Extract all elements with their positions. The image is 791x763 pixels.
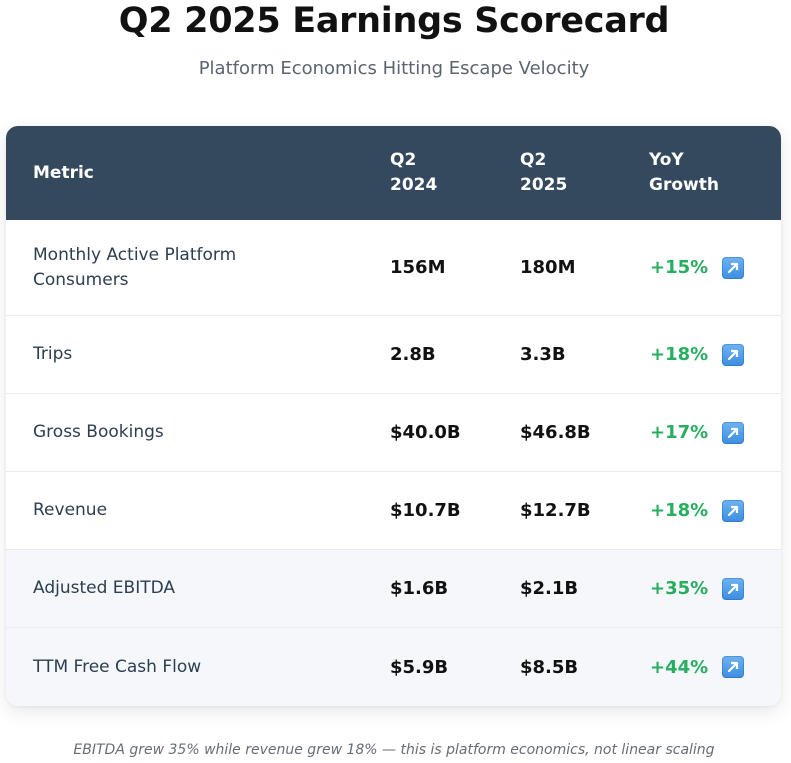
column-header-q2-2025: Q2 2025 xyxy=(520,126,630,220)
column-header-q2-2025-line1: Q2 xyxy=(520,150,547,170)
up-right-arrow-icon xyxy=(722,499,745,522)
metric-cell: Adjusted EBITDA xyxy=(33,550,353,627)
column-header-q2-2024-line2: 2024 xyxy=(390,175,438,195)
q2-2024-value: $10.7B xyxy=(390,500,461,521)
q2-2024-value: $5.9B xyxy=(390,656,449,678)
table-row: Monthly Active Platform Consumers 156M 1… xyxy=(6,220,781,316)
metric-cell: Monthly Active Platform Consumers xyxy=(33,220,353,315)
q2-2025-value: $2.1B xyxy=(520,578,579,599)
metric-cell: Gross Bookings xyxy=(33,394,353,471)
metric-cell: Revenue xyxy=(33,472,353,549)
table-row-highlighted: TTM Free Cash Flow $5.9B $8.5B +44% xyxy=(6,628,781,706)
yoy-growth-cell: +17% xyxy=(650,394,770,471)
table-header-row: Metric Q2 2024 Q2 2025 YoY Growth xyxy=(6,126,781,220)
column-header-q2-2025-line2: 2025 xyxy=(520,175,568,195)
up-right-arrow-icon xyxy=(722,577,745,600)
yoy-growth-cell: +44% xyxy=(650,628,770,706)
up-right-arrow-icon xyxy=(722,256,745,279)
metric-label: Revenue xyxy=(33,500,108,520)
metric-label: Adjusted EBITDA xyxy=(33,578,176,598)
footnote: EBITDA grew 35% while revenue grew 18% —… xyxy=(73,742,715,758)
up-right-arrow-icon xyxy=(722,656,745,678)
table-row: Trips 2.8B 3.3B +18% xyxy=(6,316,781,394)
q2-2024-value: 156M xyxy=(390,257,446,278)
column-header-yoy-line1: YoY xyxy=(649,150,684,170)
table-row: Revenue $10.7B $12.7B +18% xyxy=(6,472,781,550)
q2-2025-value: $8.5B xyxy=(520,656,579,678)
metric-cell: TTM Free Cash Flow xyxy=(33,628,353,706)
q2-2024-value: $40.0B xyxy=(390,422,461,443)
metric-cell: Trips xyxy=(33,316,353,393)
page-title: Q2 2025 Earnings Scorecard xyxy=(118,1,670,41)
q2-2024-value: 2.8B xyxy=(390,344,436,365)
metric-label-line1: Monthly Active Platform xyxy=(33,244,237,265)
yoy-growth-value: +35% xyxy=(650,578,709,599)
page-subtitle: Platform Economics Hitting Escape Veloci… xyxy=(198,58,590,79)
up-right-arrow-icon xyxy=(722,343,745,366)
yoy-growth-value: +18% xyxy=(650,500,709,521)
column-header-metric-label: Metric xyxy=(33,162,94,183)
up-right-arrow-icon xyxy=(722,421,745,444)
q2-2025-value: $46.8B xyxy=(520,422,591,443)
column-header-q2-2024: Q2 2024 xyxy=(390,126,500,220)
yoy-growth-value: +15% xyxy=(650,257,709,278)
q2-2025-value: 180M xyxy=(520,257,576,278)
metric-label: Gross Bookings xyxy=(33,422,164,442)
yoy-growth-value: +18% xyxy=(650,344,709,365)
metric-label: TTM Free Cash Flow xyxy=(33,656,202,677)
scorecard-table: Metric Q2 2024 Q2 2025 YoY Growth Mon xyxy=(6,126,781,706)
column-header-yoy-growth: YoY Growth xyxy=(649,126,759,220)
table-body: Monthly Active Platform Consumers 156M 1… xyxy=(6,220,781,706)
yoy-growth-cell: +35% xyxy=(650,550,770,627)
column-header-metric: Metric xyxy=(33,126,363,220)
yoy-growth-cell: +15% xyxy=(650,220,770,315)
column-header-yoy-line2: Growth xyxy=(649,175,719,195)
yoy-growth-cell: +18% xyxy=(650,472,770,549)
metric-label-line2: Consumers xyxy=(33,269,129,290)
table-row-highlighted: Adjusted EBITDA $1.6B $2.1B +35% xyxy=(6,550,781,628)
q2-2025-value: 3.3B xyxy=(520,344,566,365)
q2-2024-value: $1.6B xyxy=(390,578,449,599)
yoy-growth-value: +17% xyxy=(650,422,709,443)
yoy-growth-value: +44% xyxy=(650,656,709,678)
column-header-q2-2024-line1: Q2 xyxy=(390,150,417,170)
q2-2025-value: $12.7B xyxy=(520,500,591,521)
table-row: Gross Bookings $40.0B $46.8B +17% xyxy=(6,394,781,472)
yoy-growth-cell: +18% xyxy=(650,316,770,393)
metric-label: Trips xyxy=(33,344,73,364)
